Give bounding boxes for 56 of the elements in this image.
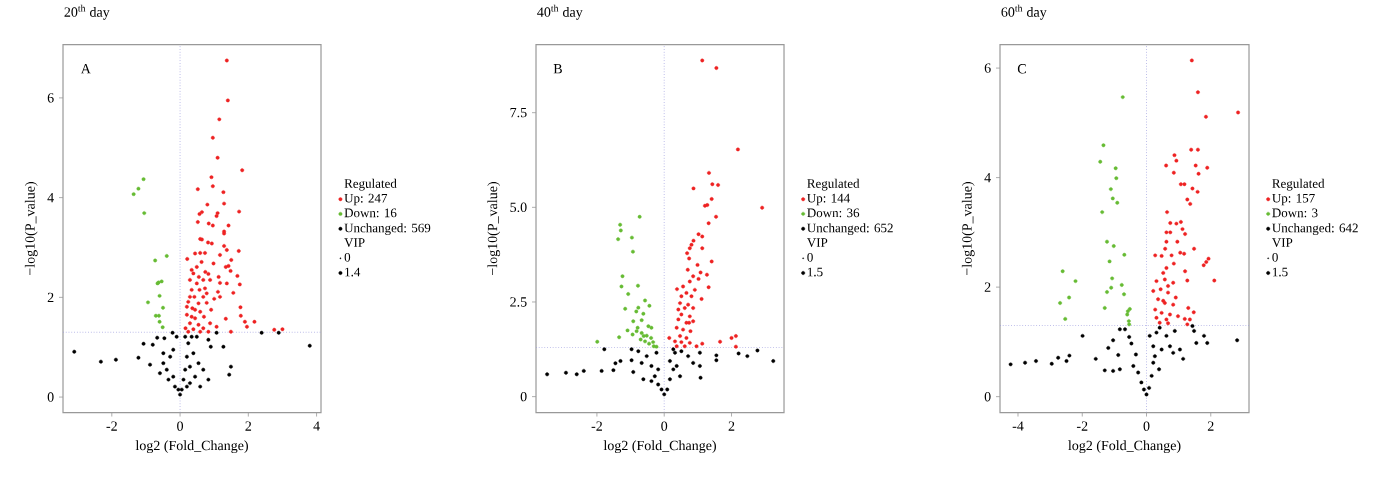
y-tick-label: 6 [47, 93, 54, 103]
y-tick-label: 4 [984, 173, 991, 183]
y-tick-label: 2 [984, 282, 991, 292]
legend-label: Unchanged: 652 [807, 223, 893, 236]
legend-label: Down: 36 [807, 208, 860, 218]
chart-title: 40$^{th}$ day [537, 4, 583, 20]
x-axis-title: log2 (Fold_Change) [135, 440, 248, 454]
y-tick-label: 0 [47, 392, 54, 403]
text: VIP [806, 238, 828, 248]
y-tick-label: 4 [47, 193, 54, 203]
legend-title: Regulated [1272, 178, 1325, 191]
y-tick-label: 7.5 [510, 108, 527, 118]
y-axis-title: −log10(P_value) [24, 182, 38, 276]
y-tick-label: 2.5 [510, 297, 527, 307]
y-tick-label: 0 [984, 392, 991, 402]
text: 0 [344, 253, 351, 262]
text: 1.4 [345, 267, 361, 277]
text: 1.5 [807, 267, 823, 277]
legend-title: Regulated [344, 178, 397, 191]
x-tick-label: 4 [313, 421, 320, 431]
chart-title: 60$^{th}$ day [1001, 4, 1047, 20]
y-tick-label: 6 [984, 63, 991, 74]
x-tick-label: 0 [1143, 421, 1150, 432]
x-tick-label: 2 [245, 421, 252, 431]
x-axis-title: log2 (Fold_Change) [603, 440, 716, 454]
y-tick-label: 0 [520, 392, 527, 402]
x-tick-label: -2 [1076, 421, 1088, 431]
legend-title: Regulated [807, 178, 860, 191]
x-tick-label: -2 [106, 421, 117, 431]
x-tick-label: 2 [728, 421, 735, 431]
y-axis-title: −log10(P_value) [961, 182, 975, 276]
y-tick-label: 2 [47, 292, 54, 303]
legend-label: Up: 157 [1272, 194, 1315, 206]
annotation: A [80, 64, 91, 74]
legend-label: Down: 16 [344, 208, 397, 218]
annotation: C [1017, 64, 1026, 74]
y-tick-label: 5.0 [510, 202, 527, 213]
text: VIP [344, 238, 365, 248]
x-tick-label: -2 [591, 421, 602, 431]
chart-title: 20$^{th}$ day [64, 4, 110, 20]
x-tick-label: -4 [1012, 421, 1024, 431]
legend-label: Up: 247 [344, 194, 388, 206]
x-tick-label: 2 [1207, 421, 1214, 431]
legend-label: Up: 144 [807, 194, 850, 206]
x-tick-label: 0 [177, 421, 184, 432]
legend-label: Down: 3 [1272, 208, 1318, 218]
x-axis-title: log2 (Fold_Change) [1068, 440, 1181, 454]
legend-label: Unchanged: 569 [344, 223, 431, 236]
text: 0 [807, 253, 813, 262]
annotation: B [553, 64, 562, 74]
text: VIP [1272, 238, 1293, 248]
legend-label: Unchanged: 642 [1272, 223, 1358, 236]
text: 1.5 [1273, 267, 1288, 277]
x-tick-label: 0 [661, 421, 668, 432]
text: 0 [1272, 253, 1278, 262]
y-axis-title: −log10(P_value) [487, 182, 501, 276]
